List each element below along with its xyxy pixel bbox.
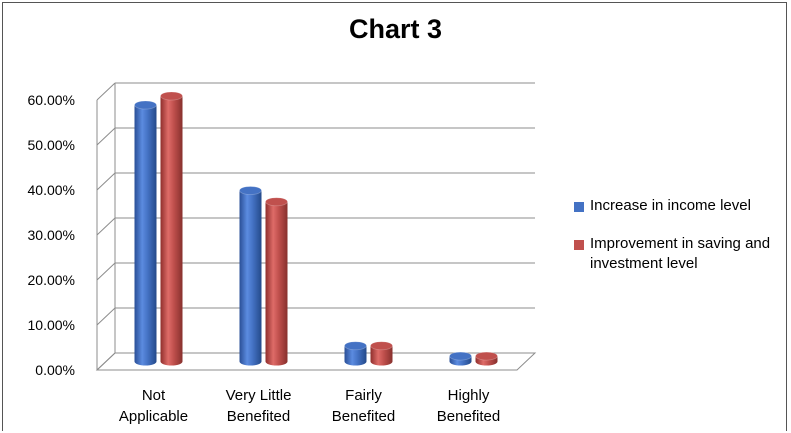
bar-body: [134, 105, 157, 366]
legend-swatch-saving: [574, 240, 584, 250]
bar: [239, 186, 262, 366]
bar-top: [160, 91, 183, 101]
x-category-labels: Not Applicable Very Little Benefited Fairly B…: [119, 387, 500, 425]
bar: [344, 341, 367, 366]
bar-body: [265, 201, 288, 366]
chart-floor: [95, 352, 537, 371]
bar: [475, 351, 498, 366]
y-tick-labels: 0.00% 10.00% 20.00% 30.00% 40.00% 50.00% 60.00…: [28, 92, 75, 378]
y-tick-label: 20.00%: [28, 272, 75, 288]
x-category-label: Highly: [448, 387, 490, 404]
x-category-label: Fairly: [345, 387, 382, 404]
y-tick-label: 50.00%: [28, 137, 75, 153]
legend-label-saving-line-2: investment level: [590, 255, 698, 272]
bar-body: [160, 96, 183, 366]
gridlines: [96, 82, 535, 371]
bar-top: [239, 186, 262, 195]
y-tick-label: 40.00%: [28, 182, 75, 198]
bar-body: [344, 345, 367, 366]
x-category-label: Applicable: [119, 408, 188, 425]
bar-top: [449, 351, 472, 361]
gridline-side: [96, 82, 116, 101]
bar-top: [344, 341, 367, 351]
bar: [160, 91, 183, 366]
legend: Increase in income level Improvement in …: [574, 196, 791, 292]
bar: [449, 351, 472, 366]
legend-item-saving: Improvement in saving and investment lev…: [574, 234, 791, 274]
bar-body: [370, 345, 393, 366]
bar: [370, 341, 393, 366]
y-tick-label: 30.00%: [28, 227, 75, 243]
bar-top: [370, 341, 393, 351]
y-tick-label: 0.00%: [35, 362, 75, 378]
bar-top: [134, 100, 157, 110]
y-tick-label: 10.00%: [28, 317, 75, 333]
legend-swatch-income: [574, 202, 584, 212]
x-category-label: Benefited: [332, 408, 395, 425]
axes: [95, 83, 537, 371]
x-category-label: Very Little: [226, 387, 292, 404]
bars: [134, 91, 498, 366]
bar: [134, 100, 157, 366]
bar: [265, 197, 288, 366]
bar-top: [475, 351, 498, 361]
bar-body: [239, 190, 262, 366]
y-tick-label: 60.00%: [28, 92, 75, 108]
x-category-label: Benefited: [227, 408, 290, 425]
x-category-label: Not: [142, 387, 166, 404]
legend-label-income: Increase in income level: [590, 197, 751, 214]
legend-item-income: Increase in income level: [574, 196, 791, 216]
legend-label-saving-line-1: Improvement in saving and: [590, 235, 771, 252]
gridline-side: [96, 127, 116, 146]
x-category-label: Benefited: [437, 408, 500, 425]
bar-top: [265, 197, 288, 207]
chart-title: Chart 3: [348, 14, 443, 44]
gridline-side: [96, 217, 116, 236]
gridline-side: [96, 262, 116, 281]
gridline-side: [96, 172, 116, 191]
gridline-side: [96, 307, 116, 326]
